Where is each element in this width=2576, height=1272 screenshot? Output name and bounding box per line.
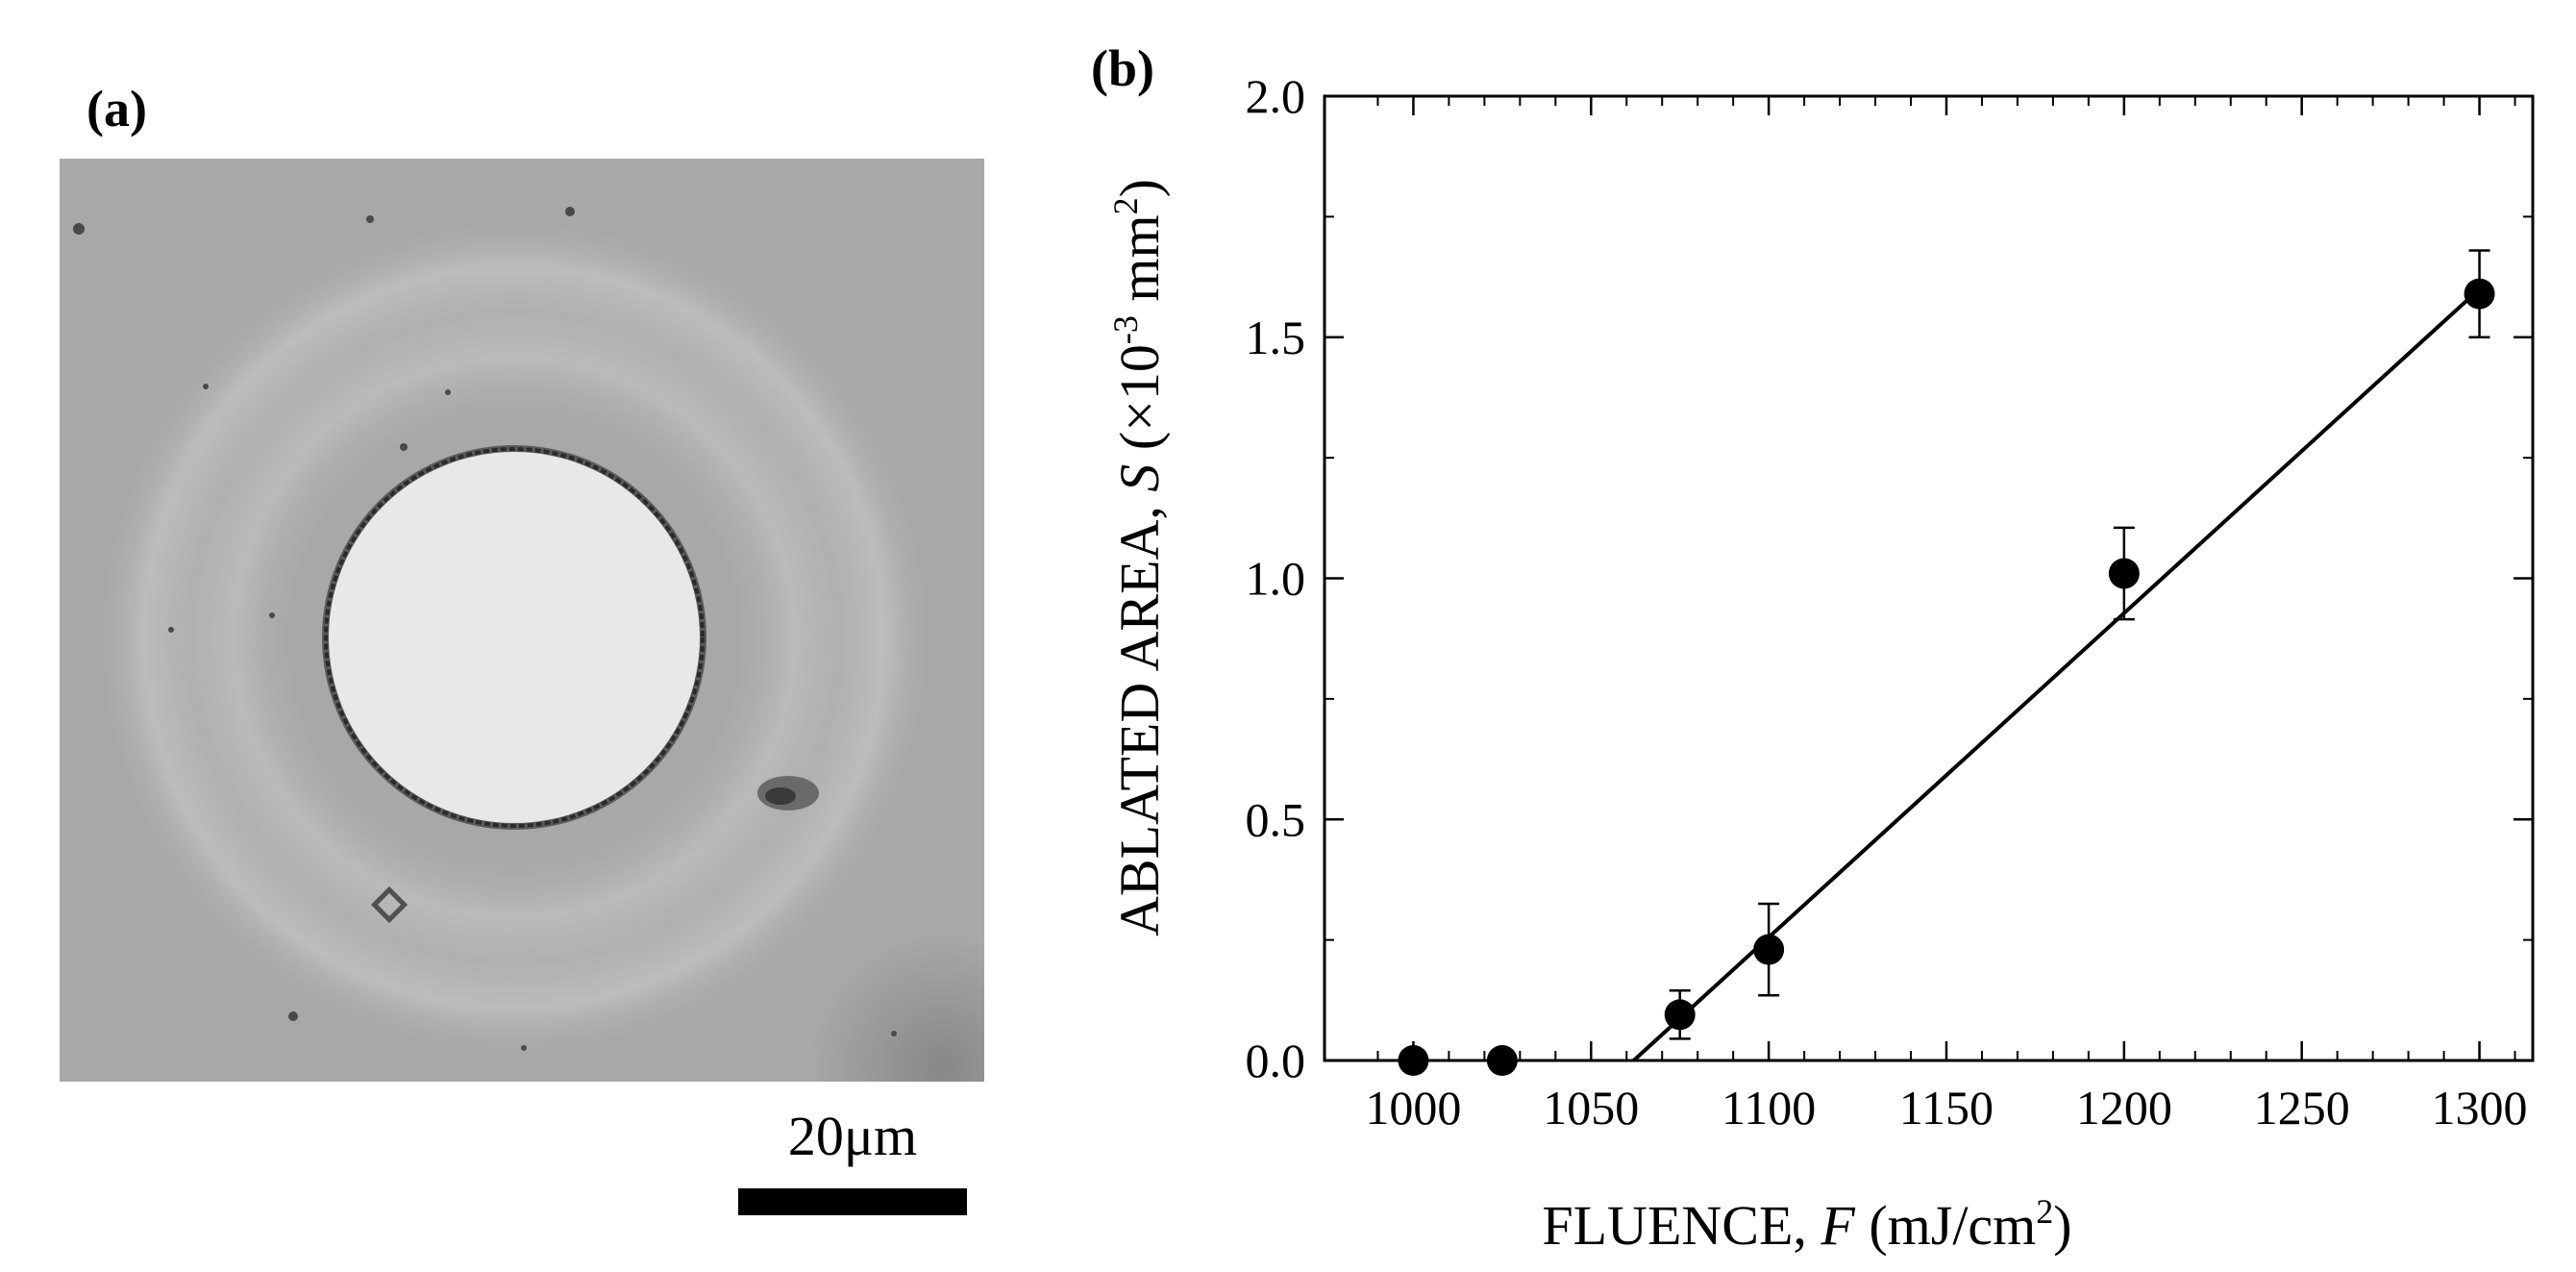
data-point (2108, 558, 2140, 589)
data-point (1664, 999, 1696, 1031)
data-point (1398, 1045, 1429, 1076)
y-tick-label: 1.0 (1246, 552, 1306, 606)
y-axis-label: ABLATED AREA, S (×10-3 mm2) (1106, 179, 1171, 936)
x-axis-label: FLUENCE, F (mJ/cm2) (1542, 1192, 2071, 1257)
x-tick-label: 1200 (2076, 1081, 2172, 1135)
x-tick-label: 1150 (1899, 1081, 1994, 1135)
x-tick-label: 1100 (1721, 1081, 1816, 1135)
panel-b-label: (b) (1091, 39, 1154, 97)
plot-frame (1323, 94, 2535, 1062)
data-point (1486, 1045, 1518, 1076)
scale-bar-label: 20μm (787, 1105, 918, 1167)
y-tick-label: 1.5 (1246, 311, 1306, 364)
scale-bar (738, 1188, 967, 1215)
data-point (1753, 934, 1785, 965)
x-tick-label: 1000 (1365, 1081, 1461, 1135)
ablated-crater (329, 452, 700, 823)
panel-a-label: (a) (87, 80, 147, 137)
x-tick-label: 1300 (2432, 1081, 2528, 1135)
y-tick-label: 0.0 (1246, 1034, 1306, 1087)
fit-line (1632, 287, 2481, 1062)
data-point (2464, 278, 2495, 310)
y-tick-label: 0.5 (1246, 792, 1306, 846)
x-tick-label: 1050 (1543, 1081, 1639, 1135)
x-tick-label: 1250 (2254, 1081, 2350, 1135)
y-tick-label: 2.0 (1246, 69, 1306, 123)
surface-debris (73, 207, 897, 1051)
